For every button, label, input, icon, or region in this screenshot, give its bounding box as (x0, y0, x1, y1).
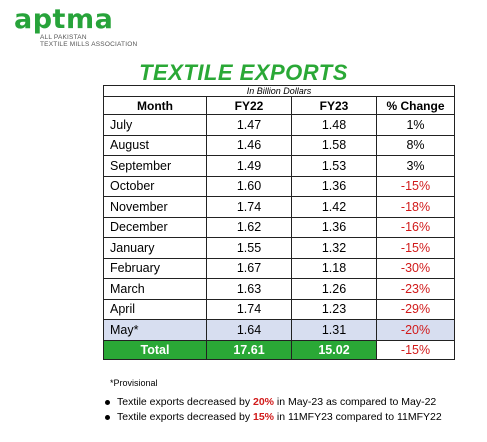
header-fy23: FY23 (291, 96, 377, 115)
provisional-footnote: *Provisional (110, 378, 158, 388)
change-cell: -18% (376, 196, 455, 218)
fy23-cell: 1.18 (291, 257, 377, 279)
fy22-cell: 1.74 (206, 196, 292, 218)
month-cell: October (103, 175, 207, 197)
header-month: Month (103, 96, 207, 115)
fy22-cell: 1.55 (206, 237, 292, 259)
month-cell: February (103, 257, 207, 279)
table-row: March 1.63 1.26 -23% (103, 278, 455, 300)
exports-table: In Billion Dollars Month FY22 FY23 % Cha… (103, 85, 455, 360)
bullet-highlight: 20% (253, 396, 275, 408)
month-cell: November (103, 196, 207, 218)
change-cell: -23% (376, 278, 455, 300)
table-row: December 1.62 1.36 -16% (103, 216, 455, 238)
total-change-cell: -15% (376, 339, 455, 360)
unit-row: In Billion Dollars (103, 85, 455, 97)
bullet-dot-icon (105, 400, 110, 405)
fy23-cell: 1.53 (291, 155, 377, 177)
logo-subtitle-line2: TEXTILE MILLS ASSOCIATION (40, 41, 138, 48)
fy23-cell: 1.26 (291, 278, 377, 300)
month-cell: March (103, 278, 207, 300)
fy22-cell: 1.46 (206, 134, 292, 156)
header-change: % Change (376, 96, 455, 115)
fy22-cell: 1.74 (206, 298, 292, 320)
bullet-highlight: 15% (253, 411, 275, 423)
bullet-text-post: in May-23 as compared to May-22 (274, 396, 437, 408)
logo-subtitle-line1: ALL PAKISTAN (40, 34, 87, 41)
table-row: August 1.46 1.58 8% (103, 134, 455, 156)
total-fy23-cell: 15.02 (291, 339, 377, 360)
change-cell: 1% (376, 114, 455, 136)
fy23-cell: 1.31 (291, 319, 377, 341)
month-cell: December (103, 216, 207, 238)
bullet-item: Textile exports decreased by 20% in May-… (103, 395, 442, 410)
fy22-cell: 1.64 (206, 319, 292, 341)
month-cell: January (103, 237, 207, 259)
bullet-text-pre: Textile exports decreased by (117, 396, 253, 408)
table-row: April 1.74 1.23 -29% (103, 298, 455, 320)
fy22-cell: 1.60 (206, 175, 292, 197)
fy23-cell: 1.58 (291, 134, 377, 156)
change-cell: 3% (376, 155, 455, 177)
fy23-cell: 1.23 (291, 298, 377, 320)
fy23-cell: 1.42 (291, 196, 377, 218)
summary-bullets: Textile exports decreased by 20% in May-… (103, 395, 442, 425)
bullet-text-post: in 11MFY23 compared to 11MFY22 (274, 411, 442, 423)
table-row: January 1.55 1.32 -15% (103, 237, 455, 259)
table-row: May* 1.64 1.31 -20% (103, 319, 455, 341)
fy23-cell: 1.36 (291, 175, 377, 197)
header-fy22: FY22 (206, 96, 292, 115)
fy22-cell: 1.63 (206, 278, 292, 300)
bullet-text-pre: Textile exports decreased by (117, 411, 253, 423)
change-cell: 8% (376, 134, 455, 156)
fy22-cell: 1.47 (206, 114, 292, 136)
change-cell: -29% (376, 298, 455, 320)
change-cell: -15% (376, 175, 455, 197)
unit-caption: In Billion Dollars (103, 85, 455, 97)
fy23-cell: 1.36 (291, 216, 377, 238)
month-cell: July (103, 114, 207, 136)
table-row: November 1.74 1.42 -18% (103, 196, 455, 218)
aptma-logo: aptma ALL PAKISTAN TEXTILE MILLS ASSOCIA… (14, 4, 138, 49)
month-cell: August (103, 134, 207, 156)
table-row: July 1.47 1.48 1% (103, 114, 455, 136)
total-label-cell: Total (103, 339, 207, 360)
header-row: Month FY22 FY23 % Change (103, 96, 455, 115)
bullet-item: Textile exports decreased by 15% in 11MF… (103, 410, 442, 425)
fy23-cell: 1.32 (291, 237, 377, 259)
change-cell: -20% (376, 319, 455, 341)
change-cell: -15% (376, 237, 455, 259)
total-row: Total 17.61 15.02 -15% (103, 339, 455, 360)
fy22-cell: 1.62 (206, 216, 292, 238)
logo-wordmark: aptma (14, 4, 114, 35)
month-cell: May* (103, 319, 207, 341)
fy22-cell: 1.49 (206, 155, 292, 177)
page-title: TEXTILE EXPORTS (139, 60, 348, 85)
change-cell: -16% (376, 216, 455, 238)
fy23-cell: 1.48 (291, 114, 377, 136)
table-row: February 1.67 1.18 -30% (103, 257, 455, 279)
table-row: September 1.49 1.53 3% (103, 155, 455, 177)
table-row: October 1.60 1.36 -15% (103, 175, 455, 197)
fy22-cell: 1.67 (206, 257, 292, 279)
bullet-dot-icon (105, 415, 110, 420)
total-fy22-cell: 17.61 (206, 339, 292, 360)
month-cell: April (103, 298, 207, 320)
month-cell: September (103, 155, 207, 177)
change-cell: -30% (376, 257, 455, 279)
